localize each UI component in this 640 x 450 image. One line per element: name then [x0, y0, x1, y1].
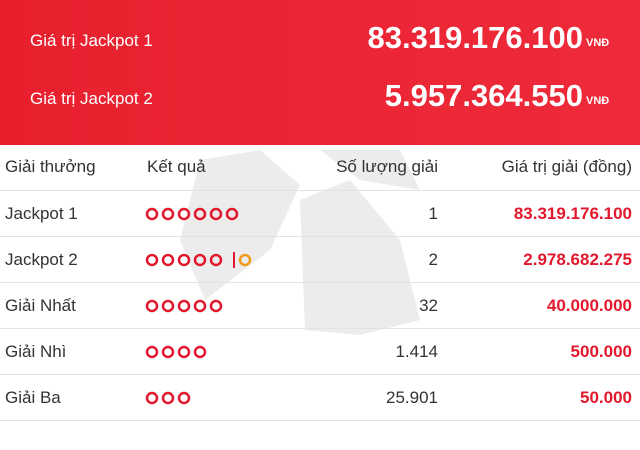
- ball-icon: [177, 253, 191, 267]
- winner-count: 1.414: [395, 342, 438, 361]
- prize-value: 40.000.000: [546, 296, 632, 315]
- ball-icon: [177, 391, 191, 405]
- ball-icon: [193, 345, 207, 359]
- jackpot-label: Giá trị Jackpot 1: [30, 31, 153, 50]
- row-divider: [0, 420, 640, 421]
- winner-count: 25.901: [386, 388, 438, 407]
- row-divider: [0, 190, 640, 191]
- bonus-ball-icon: [238, 253, 252, 267]
- result-icons: [145, 207, 239, 221]
- ball-icon: [177, 299, 191, 313]
- result-icons: [145, 345, 207, 359]
- ball-icon: [145, 299, 159, 313]
- ball-icon: [193, 299, 207, 313]
- ball-icon: [177, 345, 191, 359]
- row-divider: [0, 374, 640, 375]
- ball-icon: [209, 207, 223, 221]
- ball-icon: [193, 253, 207, 267]
- ball-icon: [161, 207, 175, 221]
- ball-icon: [209, 299, 223, 313]
- ball-icon: [145, 207, 159, 221]
- row-divider: [0, 282, 640, 283]
- jackpot-value: 83.319.176.100: [367, 20, 584, 55]
- prize-value: 83.319.176.100: [513, 204, 632, 223]
- jackpot-unit: VNĐ: [586, 95, 610, 107]
- winner-count: 2: [428, 250, 438, 269]
- jackpot-header: Giá trị Jackpot 1 83.319.176.100 VNĐ Giá…: [0, 0, 640, 145]
- prize-name: Jackpot 2: [5, 250, 78, 269]
- ball-icon: [145, 391, 159, 405]
- result-icons: [145, 391, 191, 405]
- prize-value: 2.978.682.275: [523, 250, 632, 269]
- winner-count: 1: [428, 204, 438, 223]
- ball-icon: [161, 253, 175, 267]
- prize-value: 50.000: [580, 388, 632, 407]
- jackpot-label: Giá trị Jackpot 2: [30, 89, 153, 108]
- prize-name: Jackpot 1: [5, 204, 78, 223]
- ball-icon: [193, 207, 207, 221]
- ball-icon: [145, 253, 159, 267]
- prize-name: Giải Nhất: [5, 296, 76, 315]
- column-header: Số lượng giải: [336, 157, 438, 176]
- prize-value: 500.000: [570, 342, 632, 361]
- jackpot-unit: VNĐ: [586, 37, 610, 49]
- ball-icon: [145, 345, 159, 359]
- column-header: Kết quả: [147, 157, 206, 176]
- jackpot-value: 5.957.364.550: [384, 78, 583, 113]
- ball-icon: [161, 345, 175, 359]
- winner-count: 32: [419, 296, 438, 315]
- ball-icon: [209, 253, 223, 267]
- prize-name: Giải Ba: [5, 388, 61, 407]
- result-icons: [145, 299, 223, 313]
- column-header: Giá trị giải (đồng): [501, 157, 632, 176]
- row-divider: [0, 236, 640, 237]
- row-divider: [0, 328, 640, 329]
- result-icons: [145, 252, 252, 268]
- column-header: Giải thưởng: [5, 157, 96, 176]
- ball-icon: [225, 207, 239, 221]
- ball-icon: [161, 391, 175, 405]
- ball-icon: [177, 207, 191, 221]
- ball-icon: [161, 299, 175, 313]
- prize-name: Giải Nhì: [5, 342, 67, 361]
